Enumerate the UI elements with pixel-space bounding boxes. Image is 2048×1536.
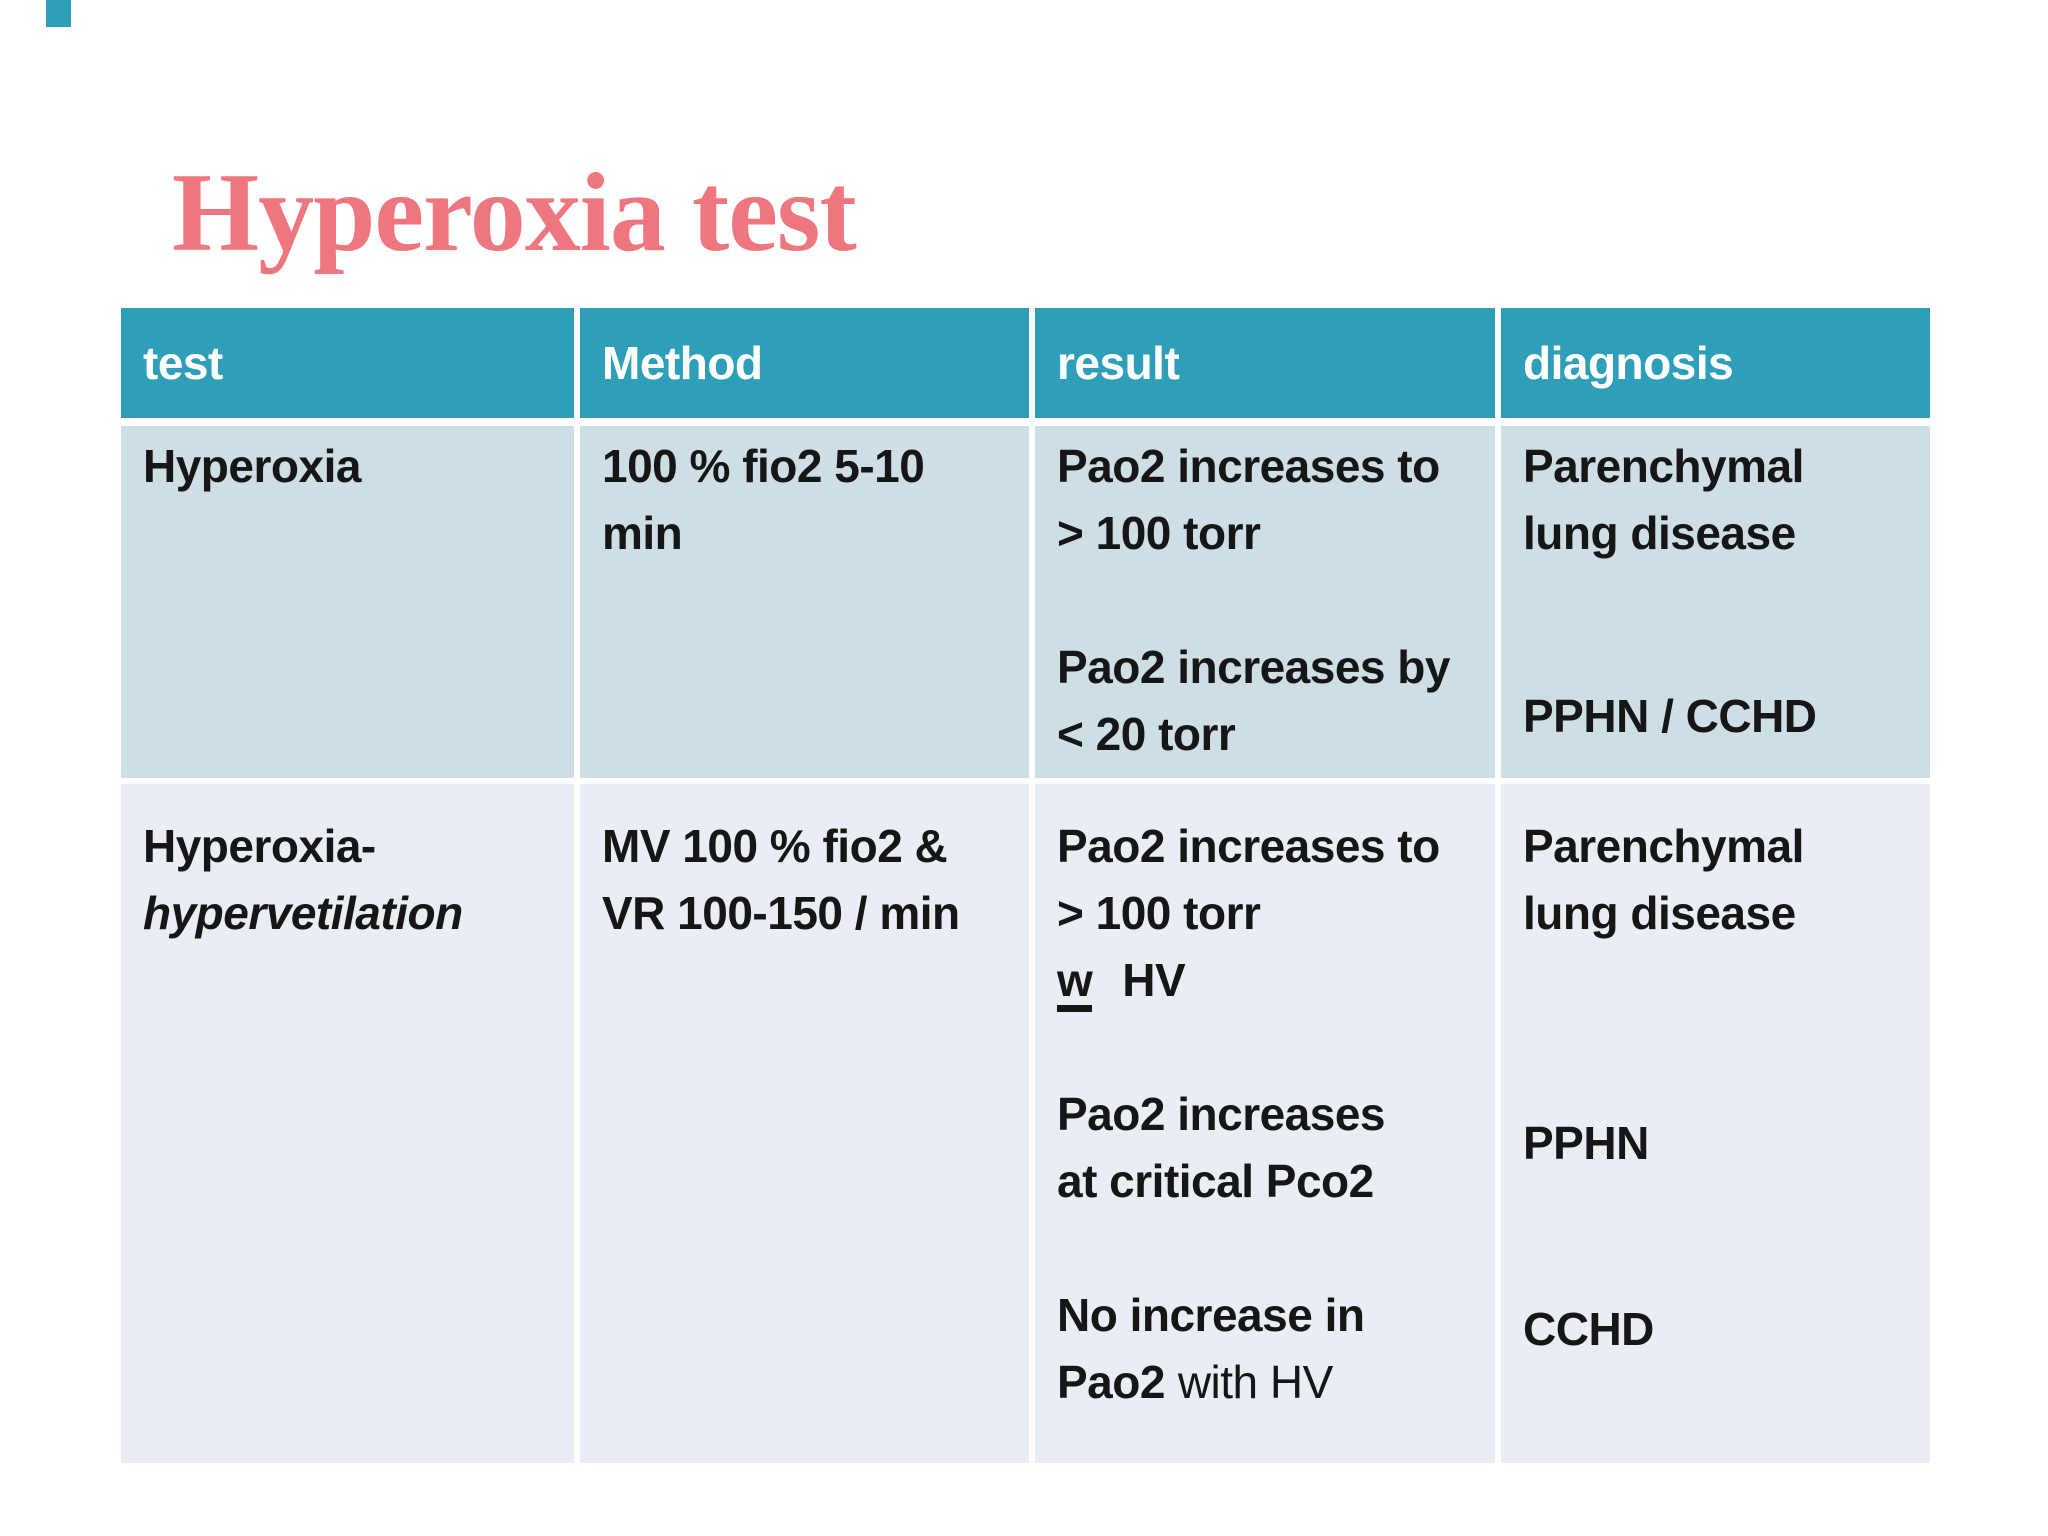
result-line: > 100 torr xyxy=(1057,887,1261,939)
result-line: at critical Pco2 xyxy=(1057,1155,1374,1207)
with-hv-label: with HV xyxy=(1177,1356,1333,1408)
header-cell-method: Method xyxy=(580,308,1029,418)
table-row-hyperoxia-hyperventilation: Hyperoxia- hypervetilation MV 100 % fio2… xyxy=(121,784,1930,1463)
underlined-w: w xyxy=(1057,956,1093,1012)
cell-diagnosis: Parenchymal lung disease PPHN / CCHD xyxy=(1501,426,1930,778)
cell-result: Pao2 increases to > 100 torr w HV Pao2 in… xyxy=(1035,784,1495,1463)
test-name: Hyperoxia- xyxy=(143,820,376,872)
header-cell-test: test xyxy=(121,308,574,418)
result-line: Pao2 increases to xyxy=(1057,440,1440,492)
hv-label: HV xyxy=(1122,954,1186,1006)
diagnosis-line: lung disease xyxy=(1523,507,1796,559)
header-cell-diagnosis: diagnosis xyxy=(1501,308,1930,418)
cell-test: Hyperoxia- hypervetilation xyxy=(121,784,574,1463)
slide-title: Hyperoxia test xyxy=(172,151,857,276)
result-line-pao2-with-hv: Pao2 with HV xyxy=(1057,1349,1487,1416)
hyperoxia-test-table: test Method result diagnosis Hyperoxia 1… xyxy=(121,308,1930,1463)
method-line: min xyxy=(602,507,683,559)
cell-diagnosis: Parenchymal lung disease PPHN CCHD xyxy=(1501,784,1930,1463)
diagnosis-line: CCHD xyxy=(1523,1303,1654,1355)
method-line: MV 100 % fio2 & xyxy=(602,820,948,872)
result-line: > 100 torr xyxy=(1057,507,1261,559)
table-row-hyperoxia: Hyperoxia 100 % fio2 5-10 min Pao2 incre… xyxy=(121,426,1930,778)
diagnosis-line: PPHN / CCHD xyxy=(1523,690,1817,742)
result-line: Pao2 increases by xyxy=(1057,641,1450,693)
result-line: < 20 torr xyxy=(1057,708,1236,760)
test-name: Hyperoxia xyxy=(143,440,361,492)
diagnosis-line: Parenchymal xyxy=(1523,440,1804,492)
cell-method: 100 % fio2 5-10 min xyxy=(580,426,1029,778)
result-line: Pao2 increases xyxy=(1057,1088,1386,1140)
pao2-label: Pao2 xyxy=(1057,1356,1165,1408)
header-cell-result: result xyxy=(1035,308,1495,418)
corner-accent-decoration xyxy=(46,0,71,27)
cell-result: Pao2 increases to > 100 torr Pao2 increa… xyxy=(1035,426,1495,778)
diagnosis-line: PPHN xyxy=(1523,1117,1649,1169)
cell-method: MV 100 % fio2 & VR 100-150 / min xyxy=(580,784,1029,1463)
result-line-w-hv: w HV xyxy=(1057,947,1487,1014)
cell-test: Hyperoxia xyxy=(121,426,574,778)
diagnosis-line: lung disease xyxy=(1523,887,1796,939)
table-header-row: test Method result diagnosis xyxy=(121,308,1930,418)
test-subname: hypervetilation xyxy=(143,887,463,939)
diagnosis-line: Parenchymal xyxy=(1523,820,1804,872)
result-line: No increase in xyxy=(1057,1289,1365,1341)
method-line: VR 100-150 / min xyxy=(602,887,960,939)
result-line: Pao2 increases to xyxy=(1057,820,1440,872)
method-line: 100 % fio2 5-10 xyxy=(602,440,925,492)
